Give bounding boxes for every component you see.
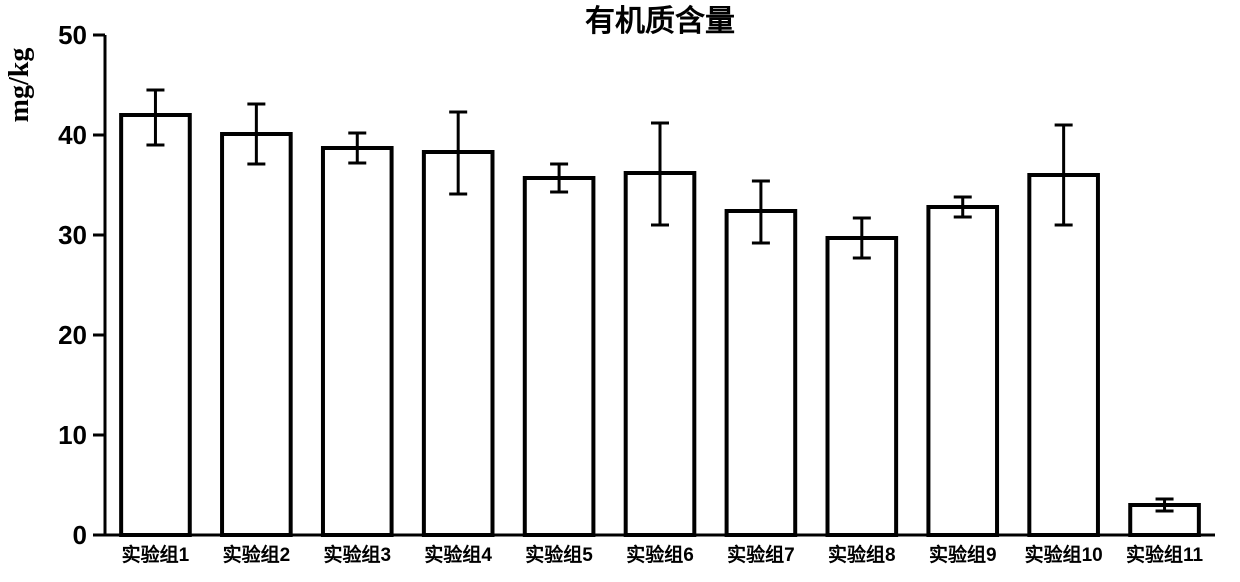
chart-container: 有机质含量 mg/kg 0 10 20 30 40 50 实验组1 实验组2 实验组3 实验组4 实验组… [0, 0, 1240, 582]
bar [727, 211, 796, 535]
y-tick-label: 30 [58, 220, 87, 250]
bar [424, 152, 493, 535]
y-tick-label: 20 [58, 320, 87, 350]
x-tick-label: 实验组9 [929, 543, 997, 566]
bar [928, 207, 997, 535]
y-tick-label: 40 [58, 120, 87, 150]
x-tick-label: 实验组10 [1025, 543, 1103, 566]
x-tick-label: 实验组6 [626, 543, 694, 566]
x-tick-label: 实验组5 [525, 543, 593, 566]
y-tick-label: 0 [73, 520, 87, 550]
x-tick-label: 实验组2 [223, 543, 291, 566]
chart-title: 有机质含量 [585, 4, 735, 38]
x-tick-label: 实验组11 [1126, 543, 1204, 566]
bar [828, 238, 897, 535]
bar [121, 115, 190, 535]
bar [222, 134, 291, 535]
bar [525, 178, 594, 535]
bar [323, 148, 392, 535]
x-tick-label: 实验组8 [828, 543, 896, 566]
x-tick-label: 实验组4 [424, 543, 492, 566]
bar-chart: 有机质含量 mg/kg 0 10 20 30 40 50 实验组1 实验组2 实验组3 实验组4 实验组… [0, 0, 1240, 582]
y-tick-label: 50 [58, 20, 87, 50]
y-axis-label: mg/kg [4, 48, 35, 123]
y-tick-label: 10 [58, 420, 87, 450]
x-tick-label: 实验组7 [727, 543, 795, 566]
x-tick-label: 实验组3 [323, 543, 391, 566]
bar [1029, 175, 1098, 535]
bar [626, 173, 695, 535]
x-tick-label: 实验组1 [122, 543, 190, 566]
